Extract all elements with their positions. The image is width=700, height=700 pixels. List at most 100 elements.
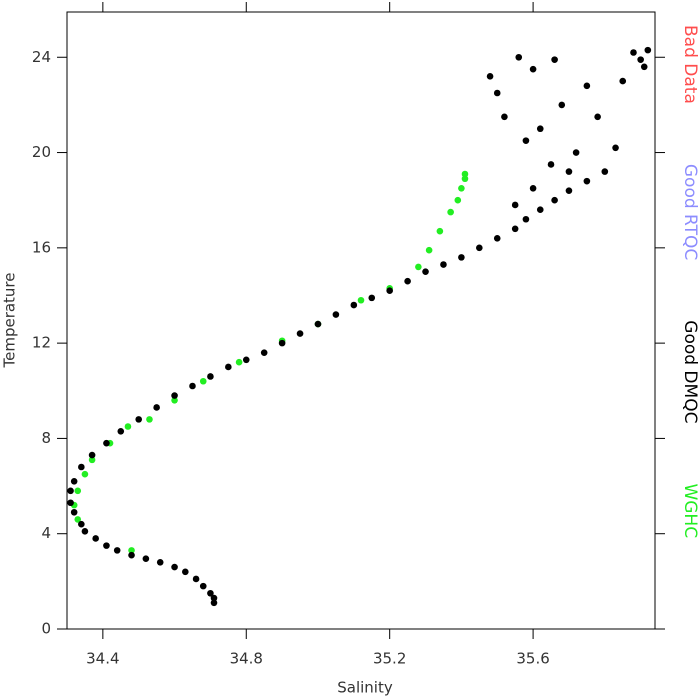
data-point [440, 261, 447, 268]
data-point [207, 589, 214, 597]
data-point [235, 358, 243, 366]
data-point [88, 451, 96, 459]
data-point [74, 487, 82, 495]
data-point [536, 206, 544, 214]
data-point [210, 594, 218, 602]
data-point [536, 125, 544, 133]
data-point [511, 201, 519, 209]
plot-frame [66, 11, 656, 630]
data-point [425, 246, 433, 254]
data-point [547, 161, 555, 168]
data-point [67, 487, 74, 495]
data-point [207, 373, 214, 380]
y-tick-label: 0 [41, 620, 51, 638]
data-point [511, 225, 519, 233]
data-point [476, 244, 483, 252]
data-point [128, 551, 135, 559]
legend-entry: WGHC [680, 483, 700, 538]
data-point [332, 311, 340, 318]
x-tick-label: 35.2 [373, 650, 406, 668]
data-point [619, 77, 627, 85]
data-point [225, 363, 232, 371]
data-point [357, 296, 365, 304]
data-point [278, 339, 286, 347]
y-tick-label: 24 [32, 48, 51, 66]
data-point [74, 516, 82, 523]
data-point [630, 49, 637, 56]
data-point [447, 208, 454, 216]
data-point [210, 599, 218, 607]
x-tick-label: 34.8 [230, 650, 263, 668]
data-point [70, 478, 78, 485]
data-point [565, 187, 573, 194]
x-tick-label: 35.6 [516, 650, 549, 668]
data-point [350, 301, 358, 309]
data-point [124, 423, 132, 430]
y-tick-label: 8 [41, 429, 51, 447]
data-point [135, 416, 143, 423]
data-point [171, 392, 178, 399]
data-point [88, 456, 96, 464]
data-point [117, 427, 125, 435]
data-point [454, 196, 462, 204]
data-point [486, 73, 494, 80]
data-point [70, 508, 78, 516]
data-point [529, 184, 537, 192]
data-point [189, 382, 196, 390]
x-tick-label: 34.4 [86, 650, 119, 668]
y-tick-label: 20 [32, 143, 51, 161]
data-point [529, 65, 537, 73]
y-tick-label: 16 [32, 238, 51, 256]
data-point [260, 349, 268, 356]
data-point [386, 287, 393, 295]
data-point [142, 555, 150, 563]
y-tick-label: 12 [32, 334, 51, 352]
data-point [192, 575, 200, 583]
data-point [436, 227, 444, 235]
data-point [199, 377, 207, 385]
data-point [515, 53, 523, 61]
data-point [92, 535, 99, 542]
data-point [81, 470, 89, 478]
x-axis-label: Salinity [337, 679, 393, 697]
data-point [415, 263, 422, 271]
data-point [103, 439, 110, 447]
data-point [493, 89, 501, 97]
data-point [461, 170, 469, 178]
data-point [67, 499, 74, 507]
legend-entry: Good RTQC [680, 164, 700, 260]
data-point [78, 520, 85, 528]
data-point [583, 177, 591, 185]
data-point [551, 196, 558, 204]
legend-entry: Good DMQC [680, 320, 700, 423]
data-point [296, 330, 304, 337]
data-point [565, 168, 573, 175]
data-point [522, 137, 530, 144]
data-point [146, 416, 153, 423]
data-point [458, 184, 465, 192]
data-point [461, 175, 469, 183]
data-point [128, 547, 135, 554]
data-point [522, 215, 530, 223]
data-point [601, 168, 609, 175]
data-point [572, 149, 580, 156]
data-point [583, 82, 591, 90]
data-point [171, 563, 178, 571]
data-point [493, 235, 501, 242]
data-point [640, 63, 648, 71]
data-point [113, 547, 121, 554]
data-point [81, 528, 89, 535]
data-point [182, 568, 189, 576]
data-point [314, 320, 322, 328]
data-point [422, 268, 429, 275]
data-point [458, 254, 465, 261]
data-point [612, 144, 619, 152]
legend-entry: Bad Data [680, 25, 700, 104]
data-point [103, 542, 110, 549]
data-point [171, 397, 178, 404]
data-point [368, 294, 376, 302]
data-point [637, 56, 644, 63]
data-point [551, 56, 558, 63]
data-point [594, 113, 601, 121]
data-point [156, 558, 164, 566]
